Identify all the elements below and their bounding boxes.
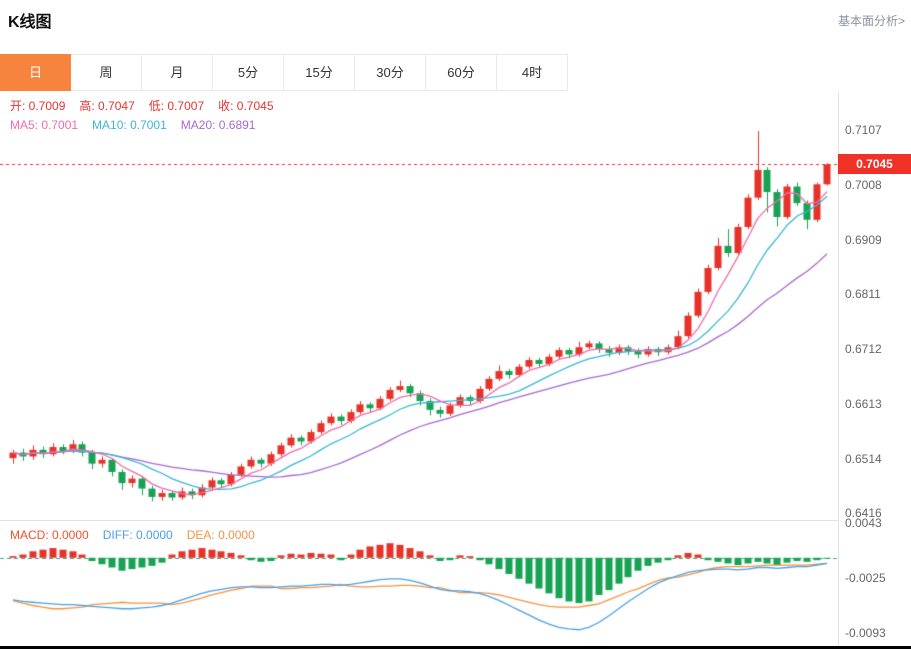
fundamental-analysis-link[interactable]: 基本面分析>: [837, 14, 905, 28]
macd-item: DIFF: 0.0000: [102, 528, 173, 542]
macd-item: DEA: 0.0000: [186, 528, 255, 542]
ma-item: MA5: 0.7001: [10, 118, 79, 132]
price-axis-label: 0.6613: [845, 396, 882, 411]
bottom-border: [0, 646, 911, 649]
price-axis-label: 0.6811: [845, 287, 881, 302]
tab-5min[interactable]: 5分: [213, 54, 284, 91]
chart-region: 开: 0.7009 高: 0.7047 低: 0.7007 收: 0.7045 MA5…: [0, 92, 911, 648]
tab-15min[interactable]: 15分: [284, 54, 355, 91]
price-axis-column: [838, 92, 911, 648]
macd-item: MACD: 0.0000: [10, 528, 89, 542]
ohlc-item: 收: 0.7045: [218, 99, 274, 113]
ma-item: MA10: 0.7001: [92, 118, 167, 132]
price-axis-label: 0.6514: [845, 451, 882, 466]
price-axis-label: 0.7008: [845, 177, 882, 192]
price-axis-label: 0.7107: [845, 123, 882, 137]
macd-axis-label: 0.0043: [845, 516, 882, 530]
ohlc-item: 开: 0.7009: [10, 99, 66, 113]
page-title: K线图: [8, 14, 52, 31]
price-axis-label: 0.6712: [845, 341, 882, 356]
macd-axis-label: -0.0093: [845, 626, 886, 640]
candlestick-chart-canvas[interactable]: [0, 92, 838, 520]
ohlc-item: 高: 0.7047: [79, 99, 135, 113]
tab-month[interactable]: 月: [142, 54, 213, 91]
tab-60min[interactable]: 60分: [426, 54, 497, 91]
macd-info: MACD: 0.0000 DIFF: 0.0000 DEA: 0.0000: [10, 528, 255, 542]
tab-4hour[interactable]: 4时: [497, 54, 568, 91]
period-tabs: 日周月 5分 15分 30分 60分 4时: [0, 54, 568, 91]
ma-item: MA20: 0.6891: [180, 118, 256, 132]
macd-axis-label: -0.0025: [845, 571, 886, 585]
panel-separator: [0, 520, 911, 521]
price-axis-label: 0.6416: [845, 506, 882, 520]
ma-info: MA5: 0.7001 MA10: 0.7001 MA20: 0.6891: [10, 118, 255, 132]
tab-30min[interactable]: 30分: [355, 54, 426, 91]
macd-chart-canvas[interactable]: [0, 521, 838, 648]
ohlc-info: 开: 0.7009 高: 0.7047 低: 0.7007 收: 0.7045: [10, 97, 274, 114]
price-axis-label: 0.6909: [845, 232, 882, 247]
last-price-tag: 0.7045: [838, 154, 911, 175]
ohlc-item: 低: 0.7007: [148, 99, 205, 113]
tab-day[interactable]: 日: [0, 54, 71, 91]
tab-week[interactable]: 周: [71, 54, 142, 91]
